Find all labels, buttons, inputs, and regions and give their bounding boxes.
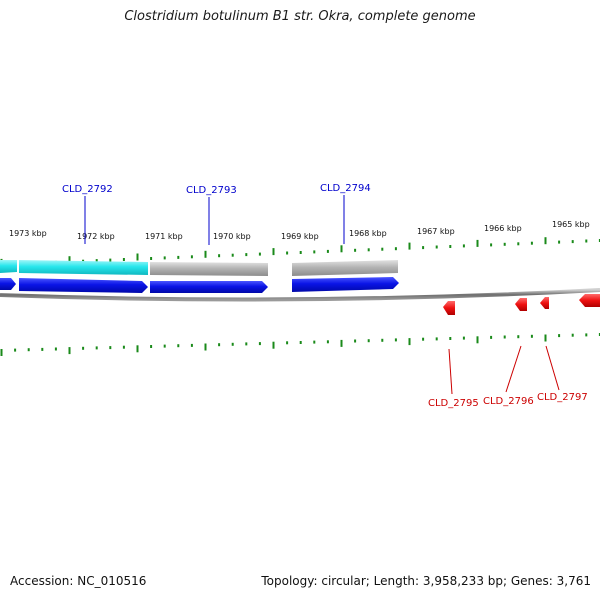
- cds-track: [0, 260, 398, 276]
- label-leader-line: [545, 345, 560, 391]
- map-title: Clostridium botulinum B1 str. Okra, comp…: [124, 9, 476, 24]
- label-leader-line: [505, 345, 522, 393]
- genome-summary-text: Topology: circular; Length: 3,958,233 bp…: [261, 574, 591, 588]
- kbp-label: 1967 kbp: [417, 227, 455, 236]
- scale-ticks-bottom: [0, 333, 600, 356]
- label-leader-line: [448, 348, 453, 395]
- cds-feature-gray[interactable]: [150, 262, 268, 276]
- kbp-labels: 1973 kbp 1972 kbp 1971 kbp 1970 kbp 1969…: [9, 220, 590, 241]
- gene-label[interactable]: CLD_2795: [428, 398, 479, 409]
- cds-feature-cyan-left[interactable]: [0, 260, 17, 273]
- cds-feature-cyan[interactable]: [19, 260, 148, 275]
- kbp-label: 1972 kbp: [77, 232, 115, 241]
- reverse-gene-arrow[interactable]: [579, 294, 600, 307]
- gene-label[interactable]: CLD_2793: [186, 185, 237, 196]
- kbp-label: 1969 kbp: [281, 232, 319, 241]
- forward-gene-arrow[interactable]: [0, 278, 16, 290]
- reverse-gene-track: [443, 294, 600, 315]
- forward-gene-arrow[interactable]: [150, 281, 268, 293]
- accession-text: Accession: NC_010516: [10, 574, 147, 588]
- gene-label[interactable]: CLD_2792: [62, 184, 113, 195]
- reverse-gene-arrow[interactable]: [443, 301, 455, 315]
- reverse-gene-arrow[interactable]: [515, 298, 527, 311]
- forward-gene-arrow[interactable]: [292, 277, 399, 292]
- reverse-gene-labels: CLD_2795 CLD_2796 CLD_2797: [428, 345, 588, 409]
- kbp-label: 1965 kbp: [552, 220, 590, 229]
- kbp-label: 1973 kbp: [9, 229, 47, 238]
- kbp-label: 1970 kbp: [213, 232, 251, 241]
- gene-label[interactable]: CLD_2794: [320, 183, 371, 194]
- cds-feature-gray[interactable]: [292, 260, 398, 276]
- genome-backbone: [0, 288, 600, 302]
- gene-label[interactable]: CLD_2797: [537, 392, 588, 403]
- kbp-label: 1971 kbp: [145, 232, 183, 241]
- kbp-label: 1968 kbp: [349, 229, 387, 238]
- gene-label[interactable]: CLD_2796: [483, 396, 534, 407]
- kbp-label: 1966 kbp: [484, 224, 522, 233]
- forward-gene-arrow[interactable]: [19, 278, 148, 293]
- forward-gene-labels: CLD_2792 CLD_2793 CLD_2794: [62, 183, 371, 245]
- forward-gene-track: [0, 277, 399, 293]
- reverse-gene-arrow[interactable]: [540, 297, 549, 309]
